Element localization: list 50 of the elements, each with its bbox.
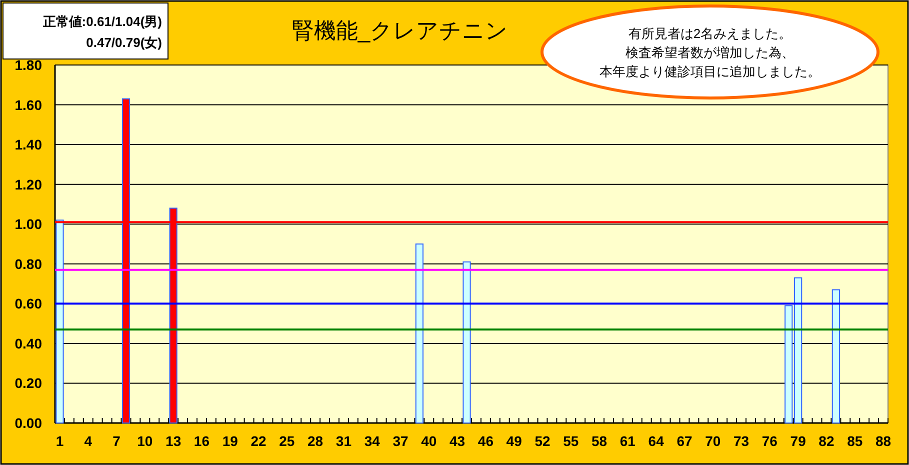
x-tick-label: 34 (364, 433, 380, 449)
bar (56, 220, 64, 424)
x-tick-label: 73 (733, 433, 750, 449)
x-tick-label: 76 (762, 433, 778, 449)
y-tick-label: 1.60 (14, 96, 42, 113)
x-tick-label: 55 (563, 433, 579, 449)
x-tick-label: 85 (847, 433, 863, 449)
bar (415, 244, 424, 424)
y-tick-label: 1.80 (14, 57, 42, 73)
x-tick-label: 25 (279, 433, 295, 449)
x-tick-label: 67 (676, 433, 692, 449)
x-tick-label: 7 (112, 433, 121, 449)
x-tick-label: 19 (222, 433, 238, 449)
x-tick-label: 43 (450, 433, 466, 449)
x-tick-label: 10 (137, 433, 153, 449)
x-tick-label: 82 (818, 433, 834, 449)
y-tick-label: 0.00 (14, 415, 42, 431)
text: 正常値:0.61/1.04(男) (42, 14, 162, 29)
bar (832, 289, 840, 424)
x-tick-label: 88 (875, 433, 892, 449)
x-tick-label: 31 (336, 433, 352, 449)
x-tick-label: 70 (705, 433, 721, 449)
y-tick-label: 0.60 (14, 296, 42, 312)
x-tick-label: 52 (534, 433, 550, 449)
x-tick-label: 49 (506, 433, 522, 449)
x-tick-label: 46 (478, 433, 494, 449)
y-tick-label: 0.20 (14, 375, 42, 392)
x-tick-label: 37 (392, 433, 409, 449)
x-tick-label: 22 (250, 433, 267, 449)
y-tick-label: 1.40 (14, 136, 42, 153)
y-tick-label: 0.80 (14, 256, 42, 272)
x-tick-label: 4 (84, 433, 92, 449)
x-tick-label: 61 (620, 433, 636, 449)
x-tick-label: 1 (56, 433, 64, 449)
x-tick-label: 40 (421, 433, 437, 449)
y-tick-label: 1.20 (14, 176, 42, 192)
x-tick-label: 64 (648, 433, 664, 449)
x-tick-label: 79 (790, 433, 806, 449)
text: 検査希望者数が増加した為、 (626, 45, 794, 60)
text: 0.47/0.79(女) (86, 35, 162, 50)
text: 有所見者は2名みえました。 (628, 26, 792, 41)
x-tick-label: 58 (592, 433, 608, 449)
x-tick-label: 16 (194, 433, 210, 449)
annotation: 本年度より健診項目に追加しました。 (600, 64, 820, 79)
y-tick-label: 1.00 (14, 216, 42, 232)
y-tick-label: 0.40 (14, 335, 42, 352)
x-tick-label: 28 (308, 433, 324, 449)
bar (462, 261, 471, 424)
x-tick-label: 13 (166, 433, 182, 449)
chart-title: 腎機能_クレアチニン (292, 18, 508, 43)
